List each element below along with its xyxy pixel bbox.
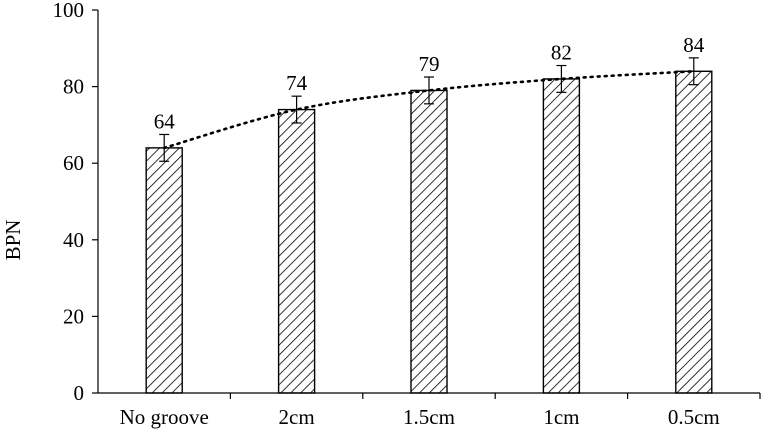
- trendline: [162, 69, 696, 150]
- y-tick-label: 60: [63, 151, 84, 175]
- data-label: 82: [551, 41, 572, 65]
- y-tick-label: 100: [53, 0, 85, 22]
- x-category-label: 1cm: [543, 405, 579, 429]
- y-axis-title: BPN: [1, 220, 25, 261]
- data-label: 64: [154, 109, 176, 133]
- bar-no-groove: [145, 147, 183, 394]
- x-ticks: No groove 2cm 1.5cm 1cm 0.5cm: [120, 393, 761, 429]
- x-category-label: 2cm: [279, 405, 315, 429]
- data-label: 79: [419, 52, 440, 76]
- y-tick-label: 40: [63, 228, 84, 252]
- error-bars: [159, 57, 699, 162]
- bar-1cm: [542, 78, 581, 394]
- y-tick-label: 0: [74, 381, 85, 405]
- x-category-label: 0.5cm: [668, 405, 720, 429]
- bar-0.5cm: [675, 70, 713, 394]
- bars: [145, 70, 713, 394]
- y-tick-label: 80: [63, 75, 84, 99]
- data-label: 74: [286, 71, 308, 95]
- x-category-label: 1.5cm: [403, 405, 455, 429]
- y-axis-title-group: BPN: [1, 220, 25, 261]
- bar-2cm: [277, 108, 316, 394]
- data-label: 84: [683, 33, 705, 57]
- data-labels: 64 74 79 82 84: [154, 33, 705, 134]
- y-ticks: 0 20 40 60 80 100: [53, 0, 98, 405]
- y-tick-label: 20: [63, 304, 84, 328]
- bar-1.5cm: [410, 89, 448, 394]
- trendline-group: [162, 69, 696, 150]
- x-category-label: No groove: [120, 405, 209, 429]
